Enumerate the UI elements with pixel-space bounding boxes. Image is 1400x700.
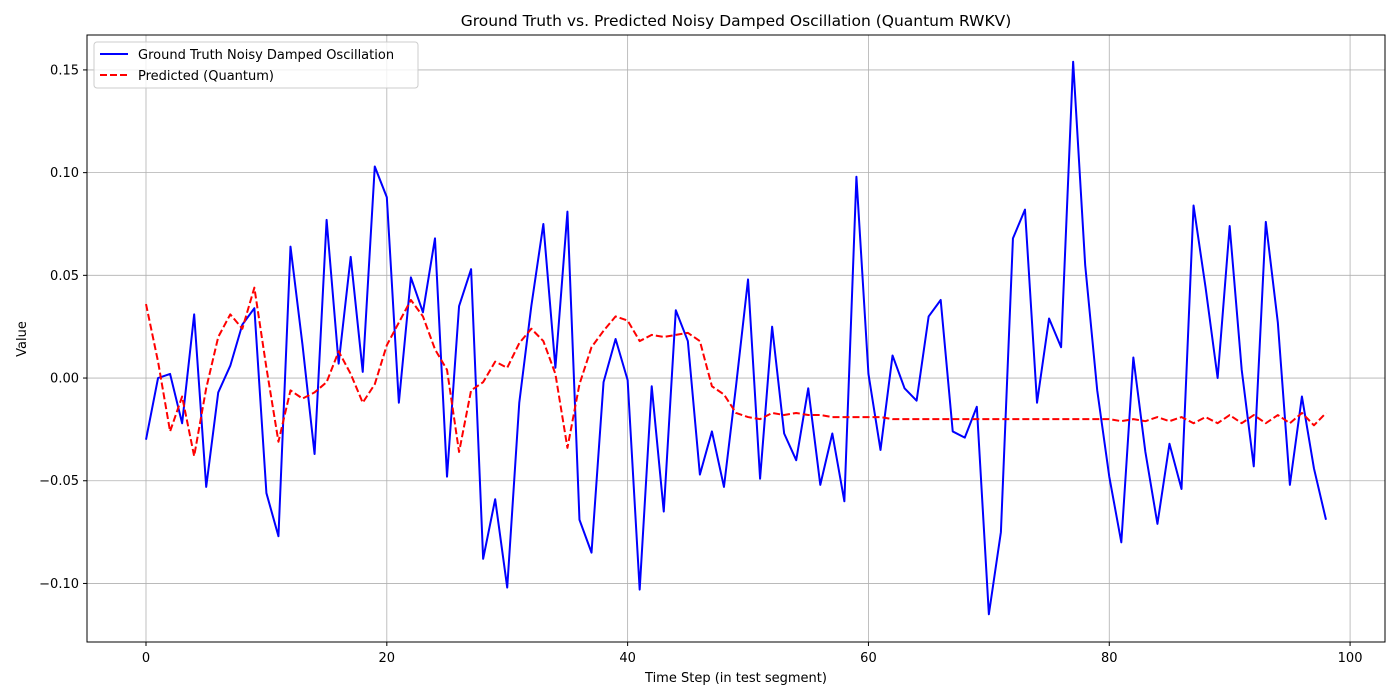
legend: Ground Truth Noisy Damped Oscillation Pr… (93, 41, 419, 89)
x-tick-label: 0 (142, 651, 150, 666)
y-tick-label: −0.05 (39, 474, 79, 489)
y-tick-label: −0.10 (39, 577, 79, 592)
plot-frame (86, 34, 1386, 643)
x-tick-label: 40 (619, 651, 636, 666)
x-axis-label: Time Step (in test segment) (644, 671, 827, 686)
series-lines (145, 60, 1327, 616)
legend-label-ground-truth: Ground Truth Noisy Damped Oscillation (138, 48, 394, 63)
x-tick-label: 100 (1338, 651, 1363, 666)
series-line-predicted (145, 286, 1327, 458)
x-tick-label: 60 (860, 651, 877, 666)
axis-ticks: 0 20 40 60 80 100 −0.10 −0.05 0.00 0.05 0.10 0.15 (39, 63, 1362, 666)
y-tick-label: 0.05 (50, 269, 79, 284)
chart-title: Ground Truth vs. Predicted Noisy Damped … (461, 12, 1012, 30)
x-tick-label: 20 (379, 651, 396, 666)
x-tick-label: 80 (1101, 651, 1118, 666)
legend-label-predicted: Predicted (Quantum) (138, 69, 274, 84)
legend-box (93, 41, 419, 89)
series-line-ground-truth (145, 60, 1327, 616)
y-axis-label: Value (15, 321, 30, 357)
y-tick-label: 0.00 (50, 372, 79, 387)
y-tick-label: 0.10 (50, 166, 79, 181)
y-tick-label: 0.15 (50, 63, 79, 78)
